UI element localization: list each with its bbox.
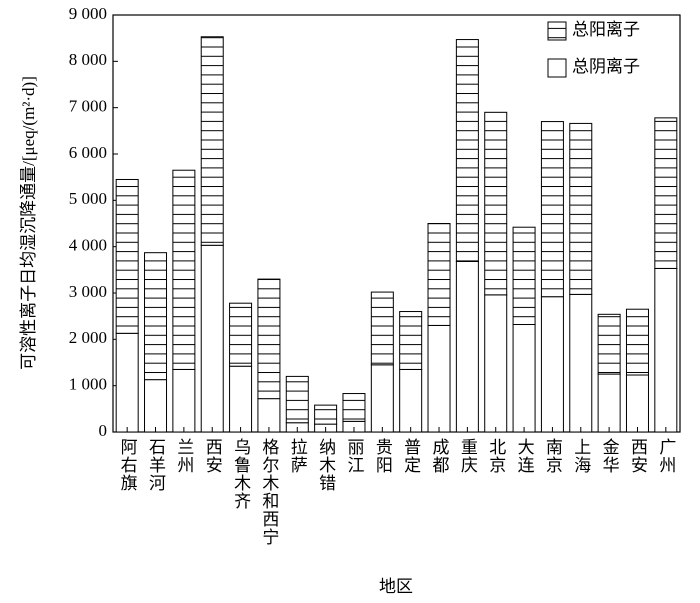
bar-segment: [569, 293, 593, 433]
x-tick-label: 乌鲁木齐: [231, 438, 251, 510]
y-tick-label: 1 000: [69, 375, 107, 394]
bar-segment: [625, 374, 649, 433]
bar-segment: [399, 311, 423, 370]
x-tick-label: 纳木错: [316, 438, 336, 492]
bar-segment: [370, 364, 394, 433]
bar-segment: [172, 169, 196, 370]
y-tick-label: 7 000: [69, 97, 107, 116]
bar-segment: [654, 117, 678, 269]
plot-frame: [112, 14, 681, 433]
x-tick-label: 阿右旗: [118, 438, 138, 492]
bar-segment: [115, 332, 139, 433]
y-tick-label: 2 000: [69, 328, 107, 347]
x-tick-label: 南京: [543, 438, 563, 474]
bar-segment: [115, 178, 139, 334]
bar-segment: [144, 379, 168, 433]
y-tick-label: 8 000: [69, 50, 107, 69]
bar-segment: [654, 267, 678, 433]
bar-segment: [257, 278, 281, 400]
bar-segment: [540, 121, 564, 298]
bar-segment: [455, 39, 479, 262]
bar-segment: [625, 308, 649, 376]
legend-label: 总阴离子: [572, 57, 640, 76]
bar-segment: [229, 302, 253, 367]
x-tick-label: 北京: [486, 438, 506, 474]
x-tick-label: 贵阳: [373, 438, 393, 474]
y-tick-label: 4 000: [69, 236, 107, 255]
x-tick-label: 拉萨: [288, 438, 308, 474]
bar-segment: [597, 373, 621, 433]
legend-label: 总阳离子: [572, 20, 640, 39]
x-tick-label: 普定: [401, 438, 421, 474]
bar-segment: [427, 223, 451, 326]
y-tick-label: 0: [99, 421, 108, 440]
y-tick-label: 9 000: [69, 4, 107, 23]
bar-segment: [285, 375, 309, 424]
x-tick-label: 广州: [656, 438, 676, 474]
x-tick-label: 丽江: [344, 438, 364, 474]
y-axis-label: 可溶性离子日均湿沉降通量/[μeq/(m²·d)]: [19, 76, 38, 370]
legend-swatch: [547, 21, 567, 41]
x-tick-label: 成都: [430, 438, 450, 474]
bar-segment: [540, 296, 564, 433]
bar-segment: [597, 313, 621, 375]
bar-segment: [512, 226, 536, 326]
y-tick-label: 5 000: [69, 189, 107, 208]
bar-segment: [342, 393, 366, 422]
bar-segment: [484, 111, 508, 296]
x-axis-label: 地区: [379, 577, 413, 596]
x-tick-label: 格尔木和西宁: [259, 438, 279, 546]
bar-segment: [370, 291, 394, 366]
x-tick-label: 西安: [203, 438, 222, 474]
y-tick-label: 6 000: [69, 143, 107, 162]
bar-segment: [569, 122, 593, 295]
bar-segment: [427, 324, 451, 433]
bar-segment: [172, 368, 196, 433]
bar-segment: [200, 244, 224, 433]
bar-segment: [512, 324, 536, 433]
bar-segment: [200, 36, 224, 246]
x-tick-label: 重庆: [458, 438, 478, 474]
legend-swatch: [547, 58, 567, 78]
x-tick-label: 大连: [515, 438, 535, 474]
y-tick-label: 3 000: [69, 282, 107, 301]
bar-segment: [229, 365, 253, 433]
x-tick-label: 兰州: [174, 438, 194, 474]
x-tick-label: 石羊河: [146, 438, 166, 492]
bar-segment: [144, 252, 168, 381]
bar-segment: [399, 368, 423, 433]
bar-segment: [257, 398, 281, 433]
bar-segment: [484, 294, 508, 433]
bar-segment: [455, 260, 479, 433]
x-tick-label: 上海: [571, 438, 591, 474]
x-tick-label: 金华: [600, 438, 620, 474]
x-tick-label: 西安: [628, 438, 647, 474]
bar-segment: [314, 404, 338, 425]
